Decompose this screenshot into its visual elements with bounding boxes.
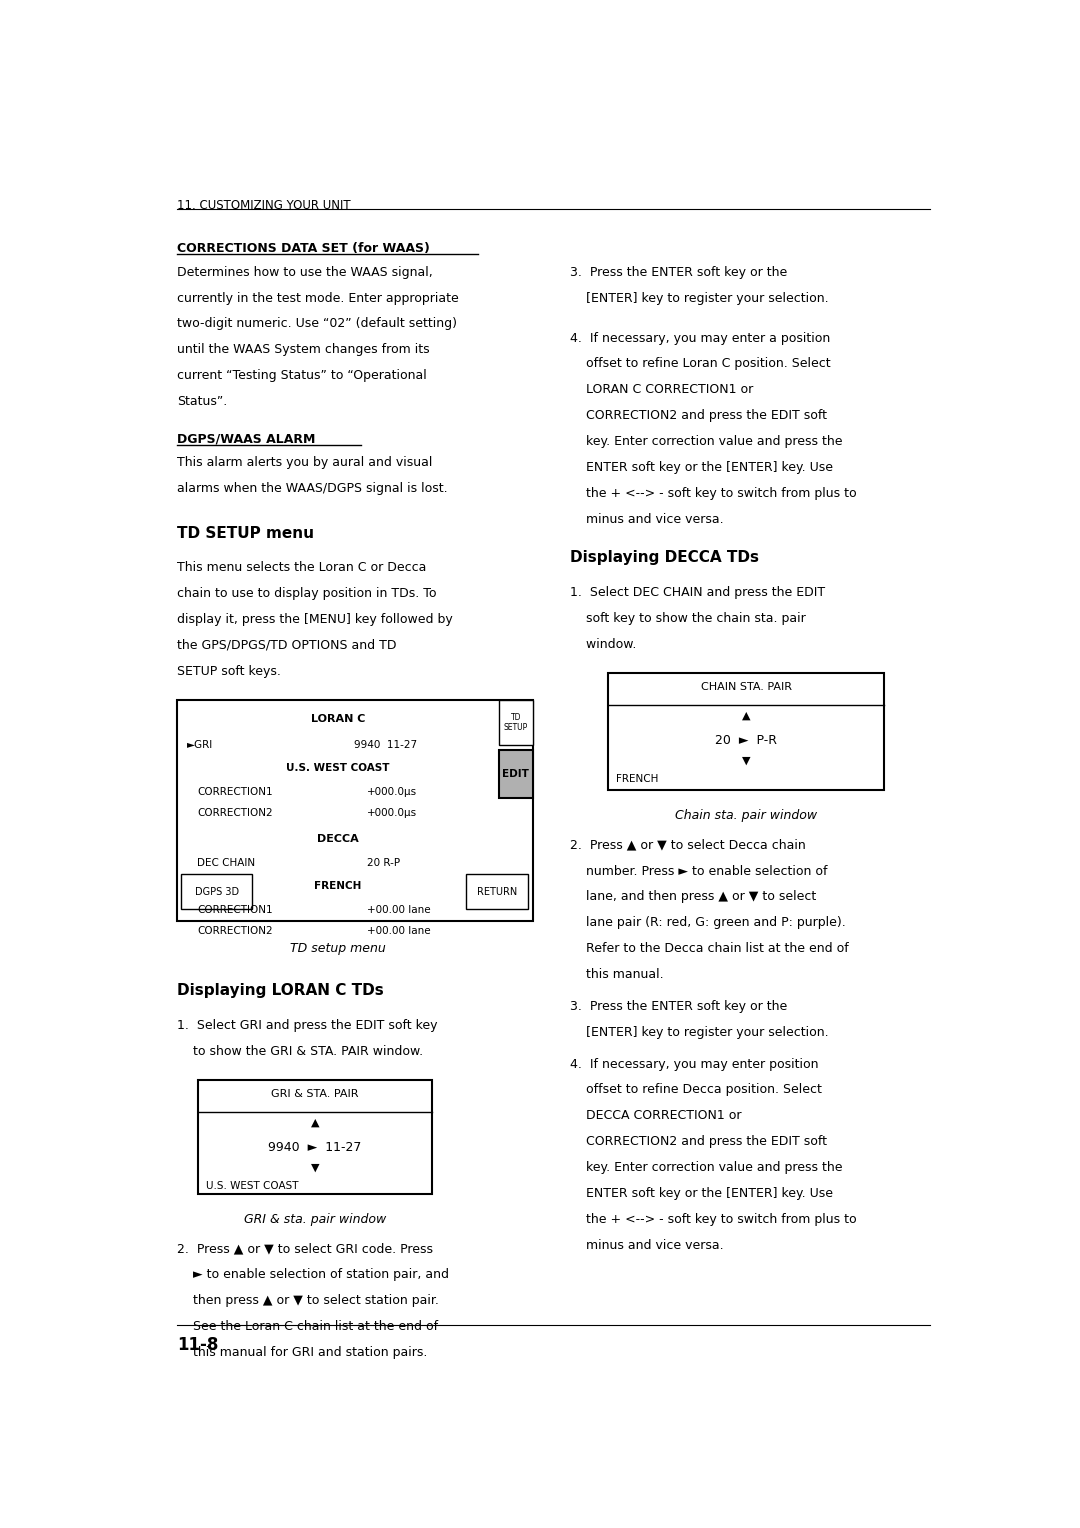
Text: this manual.: this manual. [570,969,664,981]
Text: ▲: ▲ [742,711,751,721]
Text: to show the GRI & STA. PAIR window.: to show the GRI & STA. PAIR window. [177,1045,423,1057]
Text: TD
SETUP: TD SETUP [503,712,528,732]
Text: CORRECTIONS DATA SET (for WAAS): CORRECTIONS DATA SET (for WAAS) [177,241,430,255]
Text: [ENTER] key to register your selection.: [ENTER] key to register your selection. [570,1025,828,1039]
Text: [ENTER] key to register your selection.: [ENTER] key to register your selection. [570,292,828,304]
Text: U.S. WEST COAST: U.S. WEST COAST [286,764,390,773]
Text: SETUP soft keys.: SETUP soft keys. [177,665,281,677]
Text: this manual for GRI and station pairs.: this manual for GRI and station pairs. [177,1346,428,1358]
Text: ENTER soft key or the [ENTER] key. Use: ENTER soft key or the [ENTER] key. Use [570,461,834,474]
Text: +00.00 lane: +00.00 lane [367,926,431,935]
Bar [181,874,253,909]
Bar [499,700,532,744]
Text: CORRECTION1: CORRECTION1 [197,787,272,798]
Text: 2.  Press ▲ or ▼ to select Decca chain: 2. Press ▲ or ▼ to select Decca chain [570,839,806,851]
Text: LORAN C: LORAN C [311,714,365,724]
Text: Determines how to use the WAAS signal,: Determines how to use the WAAS signal, [177,266,433,278]
Text: key. Enter correction value and press the: key. Enter correction value and press th… [570,1161,842,1174]
Text: the + <--> - soft key to switch from plus to: the + <--> - soft key to switch from plu… [570,487,856,500]
Text: DECCA CORRECTION1 or: DECCA CORRECTION1 or [570,1109,742,1122]
Text: 9940  ►  11-27: 9940 ► 11-27 [268,1141,362,1154]
Text: the + <--> - soft key to switch from plus to: the + <--> - soft key to switch from plu… [570,1213,856,1225]
Text: ►GRI: ►GRI [187,740,213,750]
Text: 1.  Select GRI and press the EDIT soft key: 1. Select GRI and press the EDIT soft ke… [177,1019,437,1031]
Text: display it, press the [MENU] key followed by: display it, press the [MENU] key followe… [177,613,453,626]
Bar [198,1080,432,1193]
Text: number. Press ► to enable selection of: number. Press ► to enable selection of [570,865,827,877]
Text: 20 R-P: 20 R-P [367,857,400,868]
Text: soft key to show the chain sta. pair: soft key to show the chain sta. pair [570,611,806,625]
Text: Status”.: Status”. [177,396,227,408]
Text: window.: window. [570,637,636,651]
Text: LORAN C CORRECTION1 or: LORAN C CORRECTION1 or [570,384,754,396]
Text: ▼: ▼ [742,755,751,766]
Text: TD setup menu: TD setup menu [291,943,386,955]
Text: DGPS 3D: DGPS 3D [194,886,239,897]
Text: offset to refine Decca position. Select: offset to refine Decca position. Select [570,1083,822,1097]
Text: ► to enable selection of station pair, and: ► to enable selection of station pair, a… [177,1268,449,1280]
Text: 11-8: 11-8 [177,1337,218,1354]
Text: 3.  Press the ENTER soft key or the: 3. Press the ENTER soft key or the [570,999,787,1013]
Text: until the WAAS System changes from its: until the WAAS System changes from its [177,344,430,356]
Text: the GPS/DPGS/TD OPTIONS and TD: the GPS/DPGS/TD OPTIONS and TD [177,639,396,651]
Text: Displaying DECCA TDs: Displaying DECCA TDs [570,550,759,565]
Text: Chain sta. pair window: Chain sta. pair window [675,810,818,822]
Text: Refer to the Decca chain list at the end of: Refer to the Decca chain list at the end… [570,943,849,955]
Text: key. Enter correction value and press the: key. Enter correction value and press th… [570,435,842,448]
Text: See the Loran C chain list at the end of: See the Loran C chain list at the end of [177,1320,438,1332]
Text: 4.  If necessary, you may enter a position: 4. If necessary, you may enter a positio… [570,332,831,345]
Text: DGPS/WAAS ALARM: DGPS/WAAS ALARM [177,432,315,446]
Text: chain to use to display position in TDs. To: chain to use to display position in TDs.… [177,587,436,601]
Text: 9940  11-27: 9940 11-27 [354,740,417,750]
Text: CORRECTION2: CORRECTION2 [197,926,272,935]
Text: ▼: ▼ [311,1163,320,1172]
Text: +00.00 lane: +00.00 lane [367,905,431,915]
Text: alarms when the WAAS/DGPS signal is lost.: alarms when the WAAS/DGPS signal is lost… [177,483,447,495]
Text: GRI & sta. pair window: GRI & sta. pair window [244,1213,386,1225]
Bar [465,874,528,909]
Text: This menu selects the Loran C or Decca: This menu selects the Loran C or Decca [177,561,427,575]
Text: GRI & STA. PAIR: GRI & STA. PAIR [271,1089,359,1099]
Text: 11. CUSTOMIZING YOUR UNIT: 11. CUSTOMIZING YOUR UNIT [177,199,351,212]
Text: Displaying LORAN C TDs: Displaying LORAN C TDs [177,984,383,998]
Text: minus and vice versa.: minus and vice versa. [570,513,724,526]
Text: minus and vice versa.: minus and vice versa. [570,1239,724,1251]
Text: TD SETUP menu: TD SETUP menu [177,526,314,541]
Text: lane pair (R: red, G: green and P: purple).: lane pair (R: red, G: green and P: purpl… [570,917,846,929]
Text: FRENCH: FRENCH [617,775,659,784]
Text: 1.  Select DEC CHAIN and press the EDIT: 1. Select DEC CHAIN and press the EDIT [570,585,825,599]
Text: CORRECTION1: CORRECTION1 [197,905,272,915]
Text: ▲: ▲ [311,1117,320,1128]
Text: This alarm alerts you by aural and visual: This alarm alerts you by aural and visua… [177,457,432,469]
Text: 3.  Press the ENTER soft key or the: 3. Press the ENTER soft key or the [570,266,787,278]
Text: CORRECTION2: CORRECTION2 [197,808,272,817]
Text: DEC CHAIN: DEC CHAIN [197,857,255,868]
Text: then press ▲ or ▼ to select station pair.: then press ▲ or ▼ to select station pair… [177,1294,438,1306]
Text: DECCA: DECCA [318,834,359,843]
Text: two-digit numeric. Use “02” (default setting): two-digit numeric. Use “02” (default set… [177,318,457,330]
Text: 4.  If necessary, you may enter position: 4. If necessary, you may enter position [570,1057,819,1071]
Text: U.S. WEST COAST: U.S. WEST COAST [206,1181,299,1192]
Text: RETURN: RETURN [477,886,517,897]
Text: CORRECTION2 and press the EDIT soft: CORRECTION2 and press the EDIT soft [570,410,827,422]
Text: +000.0μs: +000.0μs [367,808,417,817]
Text: lane, and then press ▲ or ▼ to select: lane, and then press ▲ or ▼ to select [570,891,816,903]
Bar [499,750,532,798]
Text: +000.0μs: +000.0μs [367,787,417,798]
Bar [608,672,885,790]
Text: 2.  Press ▲ or ▼ to select GRI code. Press: 2. Press ▲ or ▼ to select GRI code. Pres… [177,1242,433,1256]
Text: offset to refine Loran C position. Select: offset to refine Loran C position. Selec… [570,358,831,370]
Text: 20  ►  P-R: 20 ► P-R [715,733,777,747]
Text: CHAIN STA. PAIR: CHAIN STA. PAIR [701,681,792,692]
Text: EDIT: EDIT [502,769,529,779]
Bar [177,700,532,921]
Text: currently in the test mode. Enter appropriate: currently in the test mode. Enter approp… [177,292,459,304]
Text: current “Testing Status” to “Operational: current “Testing Status” to “Operational [177,370,427,382]
Text: CORRECTION2 and press the EDIT soft: CORRECTION2 and press the EDIT soft [570,1135,827,1148]
Text: FRENCH: FRENCH [314,882,362,891]
Text: ENTER soft key or the [ENTER] key. Use: ENTER soft key or the [ENTER] key. Use [570,1187,834,1199]
